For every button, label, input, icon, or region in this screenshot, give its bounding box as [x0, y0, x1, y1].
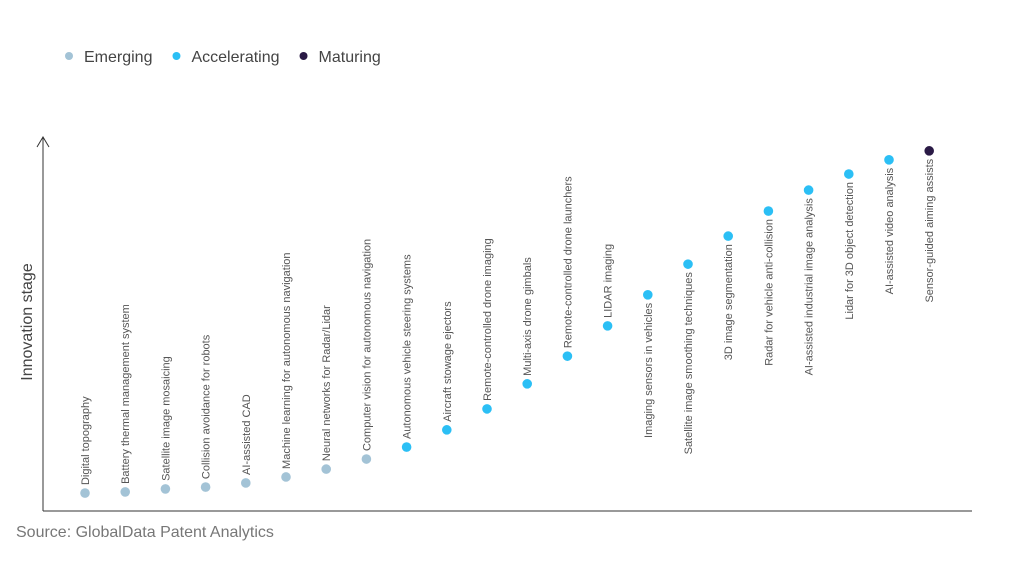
category-label: Collision avoidance for robots — [201, 334, 213, 479]
category-label: Sensor-guided aiming assists — [924, 158, 936, 302]
point — [522, 379, 532, 389]
point — [723, 231, 733, 241]
point — [361, 454, 372, 464]
point — [281, 472, 291, 482]
point — [200, 482, 211, 492]
point — [884, 155, 894, 165]
point — [241, 478, 251, 488]
legend-label: Emerging — [84, 49, 152, 66]
category-label: Satellite image smoothing techniques — [683, 272, 695, 455]
category-label: AI-assisted video analysis — [884, 167, 896, 294]
category-label: Satellite image mosaicing — [160, 356, 172, 481]
category-label: Remote-controlled drone imaging — [482, 238, 494, 401]
category-label: 3D image segmentation — [723, 244, 735, 360]
legend-label: Accelerating — [191, 49, 279, 66]
category-label: Multi-axis drone gimbals — [522, 257, 534, 376]
category-label: Computer vision for autonomous navigatio… — [361, 239, 373, 451]
category-label: Lidar for 3D object detection — [844, 182, 856, 320]
category-label: Autonomous vehicle steering systems — [402, 254, 414, 439]
point — [803, 185, 814, 195]
category-label: Machine learning for autonomous navigati… — [281, 252, 293, 468]
category-label: Imaging sensors in vehicles — [643, 302, 655, 438]
category-label: Aircraft stowage ejectors — [442, 301, 454, 422]
point — [643, 290, 653, 300]
point — [683, 259, 693, 269]
category-label: Remote-controlled drone launchers — [562, 176, 574, 348]
point — [442, 425, 452, 435]
point — [160, 484, 171, 494]
point — [602, 321, 613, 331]
category-label: LIDAR imaging — [603, 244, 615, 318]
point — [844, 169, 854, 179]
legend-marker — [65, 52, 73, 60]
point — [482, 404, 492, 414]
point — [80, 488, 90, 498]
category-label: Battery thermal management system — [120, 304, 132, 484]
y-axis-arrow — [36, 136, 50, 148]
legend-label: Maturing — [319, 49, 381, 66]
legend-marker — [299, 52, 308, 60]
category-label: Radar for vehicle anti-collision — [763, 219, 775, 366]
category-label: AI-assisted CAD — [241, 394, 253, 475]
point — [562, 351, 573, 361]
point — [763, 206, 774, 216]
source: Source: GlobalData Patent Analytics — [16, 524, 274, 541]
point — [401, 442, 412, 452]
point — [321, 464, 332, 474]
point — [924, 146, 934, 156]
legend-marker — [172, 52, 181, 60]
category-label: AI-assisted industrial image analysis — [804, 198, 816, 376]
point — [120, 487, 130, 497]
y-axis-label: Innovation stage — [19, 263, 36, 381]
category-label: Neural networks for Radar/Lidar — [321, 305, 333, 461]
category-label: Digital topography — [80, 396, 92, 485]
